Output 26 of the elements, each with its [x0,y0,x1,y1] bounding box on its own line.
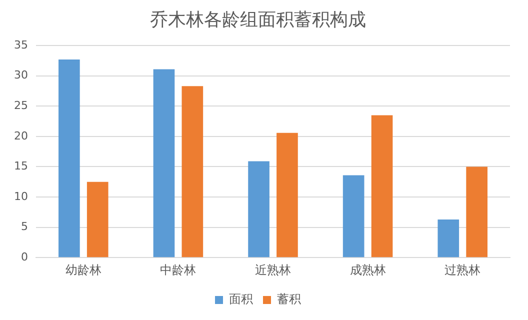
x-tick-label: 中龄林 [160,262,196,277]
y-tick-label: 30 [14,68,28,82]
y-tick-label: 35 [14,38,28,52]
bar [342,175,364,258]
bar [466,166,488,258]
y-tick-label: 15 [14,160,28,173]
bar [371,115,393,258]
y-tick-label: 0 [20,250,28,264]
bar [248,161,270,258]
legend-label: 蓄积 [277,292,301,306]
bar [58,60,80,258]
bar [438,219,460,258]
y-tick-label: 25 [14,99,28,112]
x-tick-label: 成熟林 [350,262,386,277]
legend-label: 面积 [229,292,253,306]
chart-title: 乔木林各龄组面积蓄积构成 [150,9,366,30]
x-tick-label: 近熟林 [255,262,291,277]
bar [153,69,175,258]
bar [182,86,204,258]
x-tick-label: 幼龄林 [65,262,102,277]
bar [276,132,298,258]
bar [86,182,108,258]
y-tick-label: 10 [14,190,28,203]
x-tick-label: 过熟林 [444,262,481,277]
y-tick-label: 5 [20,220,28,234]
y-tick-label: 20 [14,129,28,142]
